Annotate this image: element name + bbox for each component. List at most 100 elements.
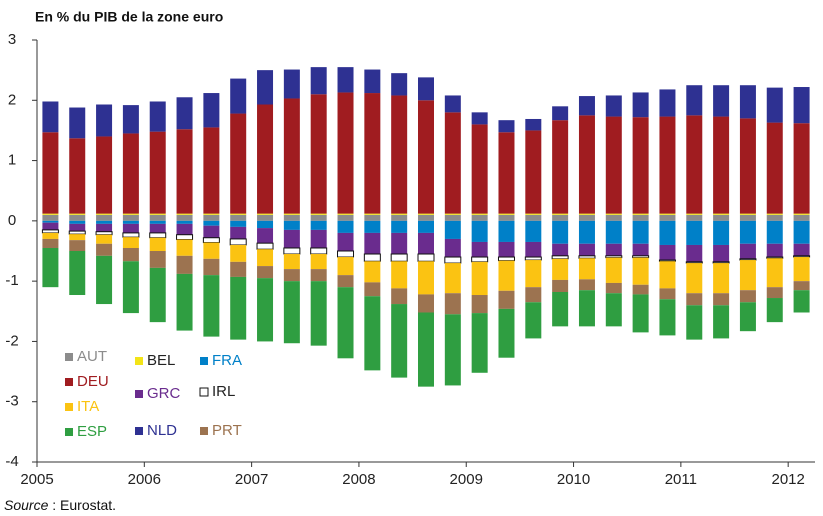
source: Source : Eurostat.: [4, 497, 116, 513]
bar-segment: [96, 104, 113, 137]
bar-segment: [337, 232, 354, 251]
bar-segment: [686, 213, 703, 215]
bar-segment: [149, 214, 166, 221]
bar-segment: [42, 220, 59, 223]
bar-segment: [122, 133, 139, 214]
bar-segment: [766, 258, 783, 288]
bar-segment: [713, 213, 730, 215]
bar-segment: [283, 214, 300, 221]
x-tick-label: 2006: [128, 471, 161, 488]
bar-segment: [363, 253, 381, 262]
bar-segment: [337, 213, 354, 215]
bar-segment: [793, 243, 810, 256]
bar-segment: [713, 293, 730, 306]
bar-segment: [766, 256, 784, 259]
bar-segment: [713, 305, 730, 339]
bar-segment: [230, 261, 247, 277]
x-tick-label: 2012: [771, 471, 804, 488]
bar-segment: [739, 220, 756, 244]
bar-segment: [739, 213, 756, 215]
bar-segment: [310, 214, 327, 221]
bar-segment: [632, 284, 649, 295]
bar-segment: [41, 229, 59, 234]
bar-segment: [337, 250, 355, 258]
legend-label: DEU: [77, 373, 109, 390]
chart-title: En % du PIB de la zone euro: [35, 9, 223, 25]
bar-segment: [766, 243, 783, 258]
bar-segment: [578, 96, 595, 116]
bar-segment: [149, 223, 166, 233]
bar-segment: [418, 220, 434, 233]
bar-segment: [498, 214, 515, 221]
legend-label: ITA: [77, 398, 99, 415]
bar-segment: [551, 255, 569, 260]
bar-segment: [176, 214, 193, 221]
bar-segment: [471, 261, 488, 296]
y-tick-label: 3: [8, 31, 16, 48]
bar-segment: [337, 92, 354, 214]
bar-segment: [766, 214, 783, 221]
bar-segment: [203, 214, 220, 221]
y-tick-label: -3: [5, 393, 18, 410]
bar-segment: [605, 220, 622, 244]
bar-segment: [525, 130, 542, 214]
bar-segment: [525, 118, 542, 131]
legend-swatch: [135, 427, 143, 435]
bar-segment: [176, 97, 193, 130]
bar-segment: [578, 255, 596, 259]
bar-segment: [578, 258, 595, 280]
bar-segment: [498, 290, 515, 309]
bar-segment: [122, 237, 139, 248]
bar-segment: [364, 232, 381, 255]
bar-segment: [149, 220, 166, 224]
bar-segment: [68, 230, 86, 235]
bar-segment: [686, 293, 703, 306]
bar-segment: [498, 132, 515, 214]
bar-segment: [632, 117, 649, 214]
bar-segment: [69, 251, 86, 296]
bar-segment: [364, 220, 381, 233]
bar-segment: [525, 220, 542, 242]
bar-segment: [96, 234, 113, 244]
bar-segment: [418, 214, 434, 221]
bar-segment: [525, 287, 542, 303]
bar-segment: [257, 266, 274, 279]
bar-segment: [793, 123, 810, 214]
bar-segment: [686, 214, 703, 221]
bar-segment: [203, 225, 220, 238]
x-tick-label: 2009: [450, 471, 483, 488]
bar-segment: [686, 305, 703, 340]
bar-segment: [337, 275, 354, 288]
legend-label: FRA: [212, 352, 242, 369]
bar-segment: [605, 243, 622, 256]
bar-segment: [176, 220, 193, 224]
bar-segment: [444, 263, 461, 294]
bar-segment: [69, 220, 86, 224]
bar-segment: [391, 214, 408, 221]
source-text: : Eurostat.: [48, 497, 116, 513]
bar-segment: [230, 276, 247, 340]
bar-segment: [337, 287, 354, 359]
bar-segment: [42, 222, 59, 230]
bar-segment: [658, 259, 676, 262]
bar-segment: [256, 242, 274, 250]
bar-segment: [203, 220, 220, 226]
bar-segment: [283, 98, 300, 214]
bar-segment: [578, 290, 595, 327]
bar-segment: [686, 263, 703, 294]
bar-segment: [283, 213, 300, 215]
bar-segment: [632, 255, 650, 259]
bar-segment: [417, 253, 435, 262]
bar-segment: [418, 77, 434, 101]
bar-segment: [444, 256, 462, 264]
legend-swatch: [135, 390, 143, 398]
bar-segment: [686, 85, 703, 116]
bar-segment: [69, 223, 86, 232]
bar-segment: [632, 92, 649, 118]
bar-segment: [739, 243, 756, 259]
legend-label: IRL: [212, 383, 235, 400]
bar-segment: [471, 241, 488, 258]
bar-segment: [793, 290, 810, 313]
bar-segment: [418, 100, 434, 214]
